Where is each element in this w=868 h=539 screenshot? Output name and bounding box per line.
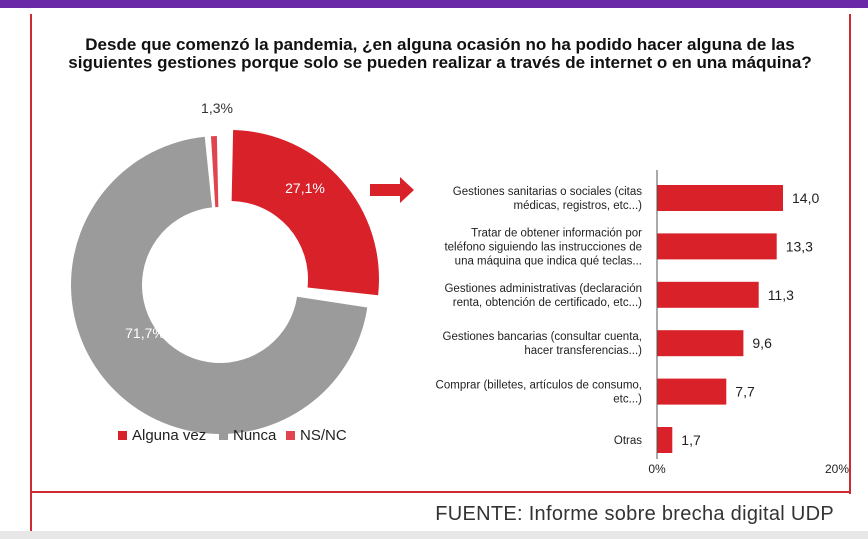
category-label-4-line-0: Comprar (billetes, artículos de consumo, (436, 380, 642, 392)
connector-arrow-icon (370, 177, 414, 203)
category-label-3-line-0: Gestiones bancarias (consultar cuenta, (443, 331, 642, 343)
bar-1 (657, 233, 777, 260)
category-label-3-line-1: hacer transferencias...) (524, 345, 642, 357)
legend-label-alguna-vez: Alguna vez (132, 427, 207, 444)
top-accent-bar (0, 0, 868, 8)
legend-label-ns-nc: NS/NC (300, 427, 347, 444)
legend-label-nunca: Nunca (233, 427, 277, 444)
legend-swatch-ns-nc (286, 431, 295, 440)
x-tick-label-1: 20% (825, 462, 849, 476)
legend-swatch-alguna-vez (118, 431, 127, 440)
frame-left-border (30, 14, 32, 532)
chart-title: Desde que comenzó la pandemia, ¿en algun… (40, 36, 840, 72)
x-tick-label-0: 0% (648, 462, 666, 476)
bar-value-label-3: 9,6 (752, 335, 772, 351)
bar-0 (657, 185, 783, 211)
legend-item-ns-nc: NS/NC (286, 427, 347, 444)
donut-slice-ns-nc (210, 136, 219, 208)
donut-slice-alguna-vez (231, 130, 379, 296)
chart-title-line-1: Desde que comenzó la pandemia, ¿en algun… (85, 35, 795, 54)
frame-right-border (849, 14, 851, 494)
category-label-0-line-1: médicas, registros, etc...) (514, 200, 643, 212)
bar-5 (657, 427, 673, 453)
category-label-1-line-1: teléfono siguiendo las instrucciones de (444, 241, 642, 253)
bar-value-label-5: 1,7 (681, 432, 701, 448)
bar-value-label-0: 14,0 (792, 190, 819, 206)
source-divider (30, 491, 851, 493)
category-label-1-line-2: una máquina que indica qué teclas... (455, 255, 642, 267)
category-label-4-line-1: etc...) (613, 394, 642, 406)
category-label-2-line-0: Gestiones administrativas (declaración (444, 283, 642, 295)
bar-value-label-1: 13,3 (786, 238, 813, 254)
bottom-bar (0, 531, 868, 539)
bar-value-label-2: 11,3 (768, 287, 794, 303)
chart-title-line-2: siguientes gestiones porque solo se pued… (68, 53, 812, 72)
bar-3 (657, 330, 744, 357)
legend-item-alguna-vez: Alguna vez (118, 427, 206, 444)
donut-slice-nunca (71, 136, 368, 434)
bar-4 (657, 378, 727, 405)
donut-label-nunca: 71,7% (125, 325, 165, 341)
source-note: FUENTE: Informe sobre brecha digital UDP (435, 503, 834, 525)
category-label-0-line-0: Gestiones sanitarias o sociales (citas (453, 186, 642, 198)
bar-value-label-4: 7,7 (735, 384, 755, 400)
category-label-5-line-0: Otras (614, 435, 642, 447)
legend-item-nunca: Nunca (219, 427, 276, 444)
category-label-2-line-1: renta, obtención de certificado, etc...) (453, 297, 642, 309)
category-label-1-line-0: Tratar de obtener información por (471, 227, 642, 239)
bar-2 (657, 281, 759, 308)
legend-swatch-nunca (219, 431, 228, 440)
donut-label-alguna-vez: 27,1% (285, 180, 325, 196)
donut-label-ns-nc: 1,3% (201, 100, 233, 116)
